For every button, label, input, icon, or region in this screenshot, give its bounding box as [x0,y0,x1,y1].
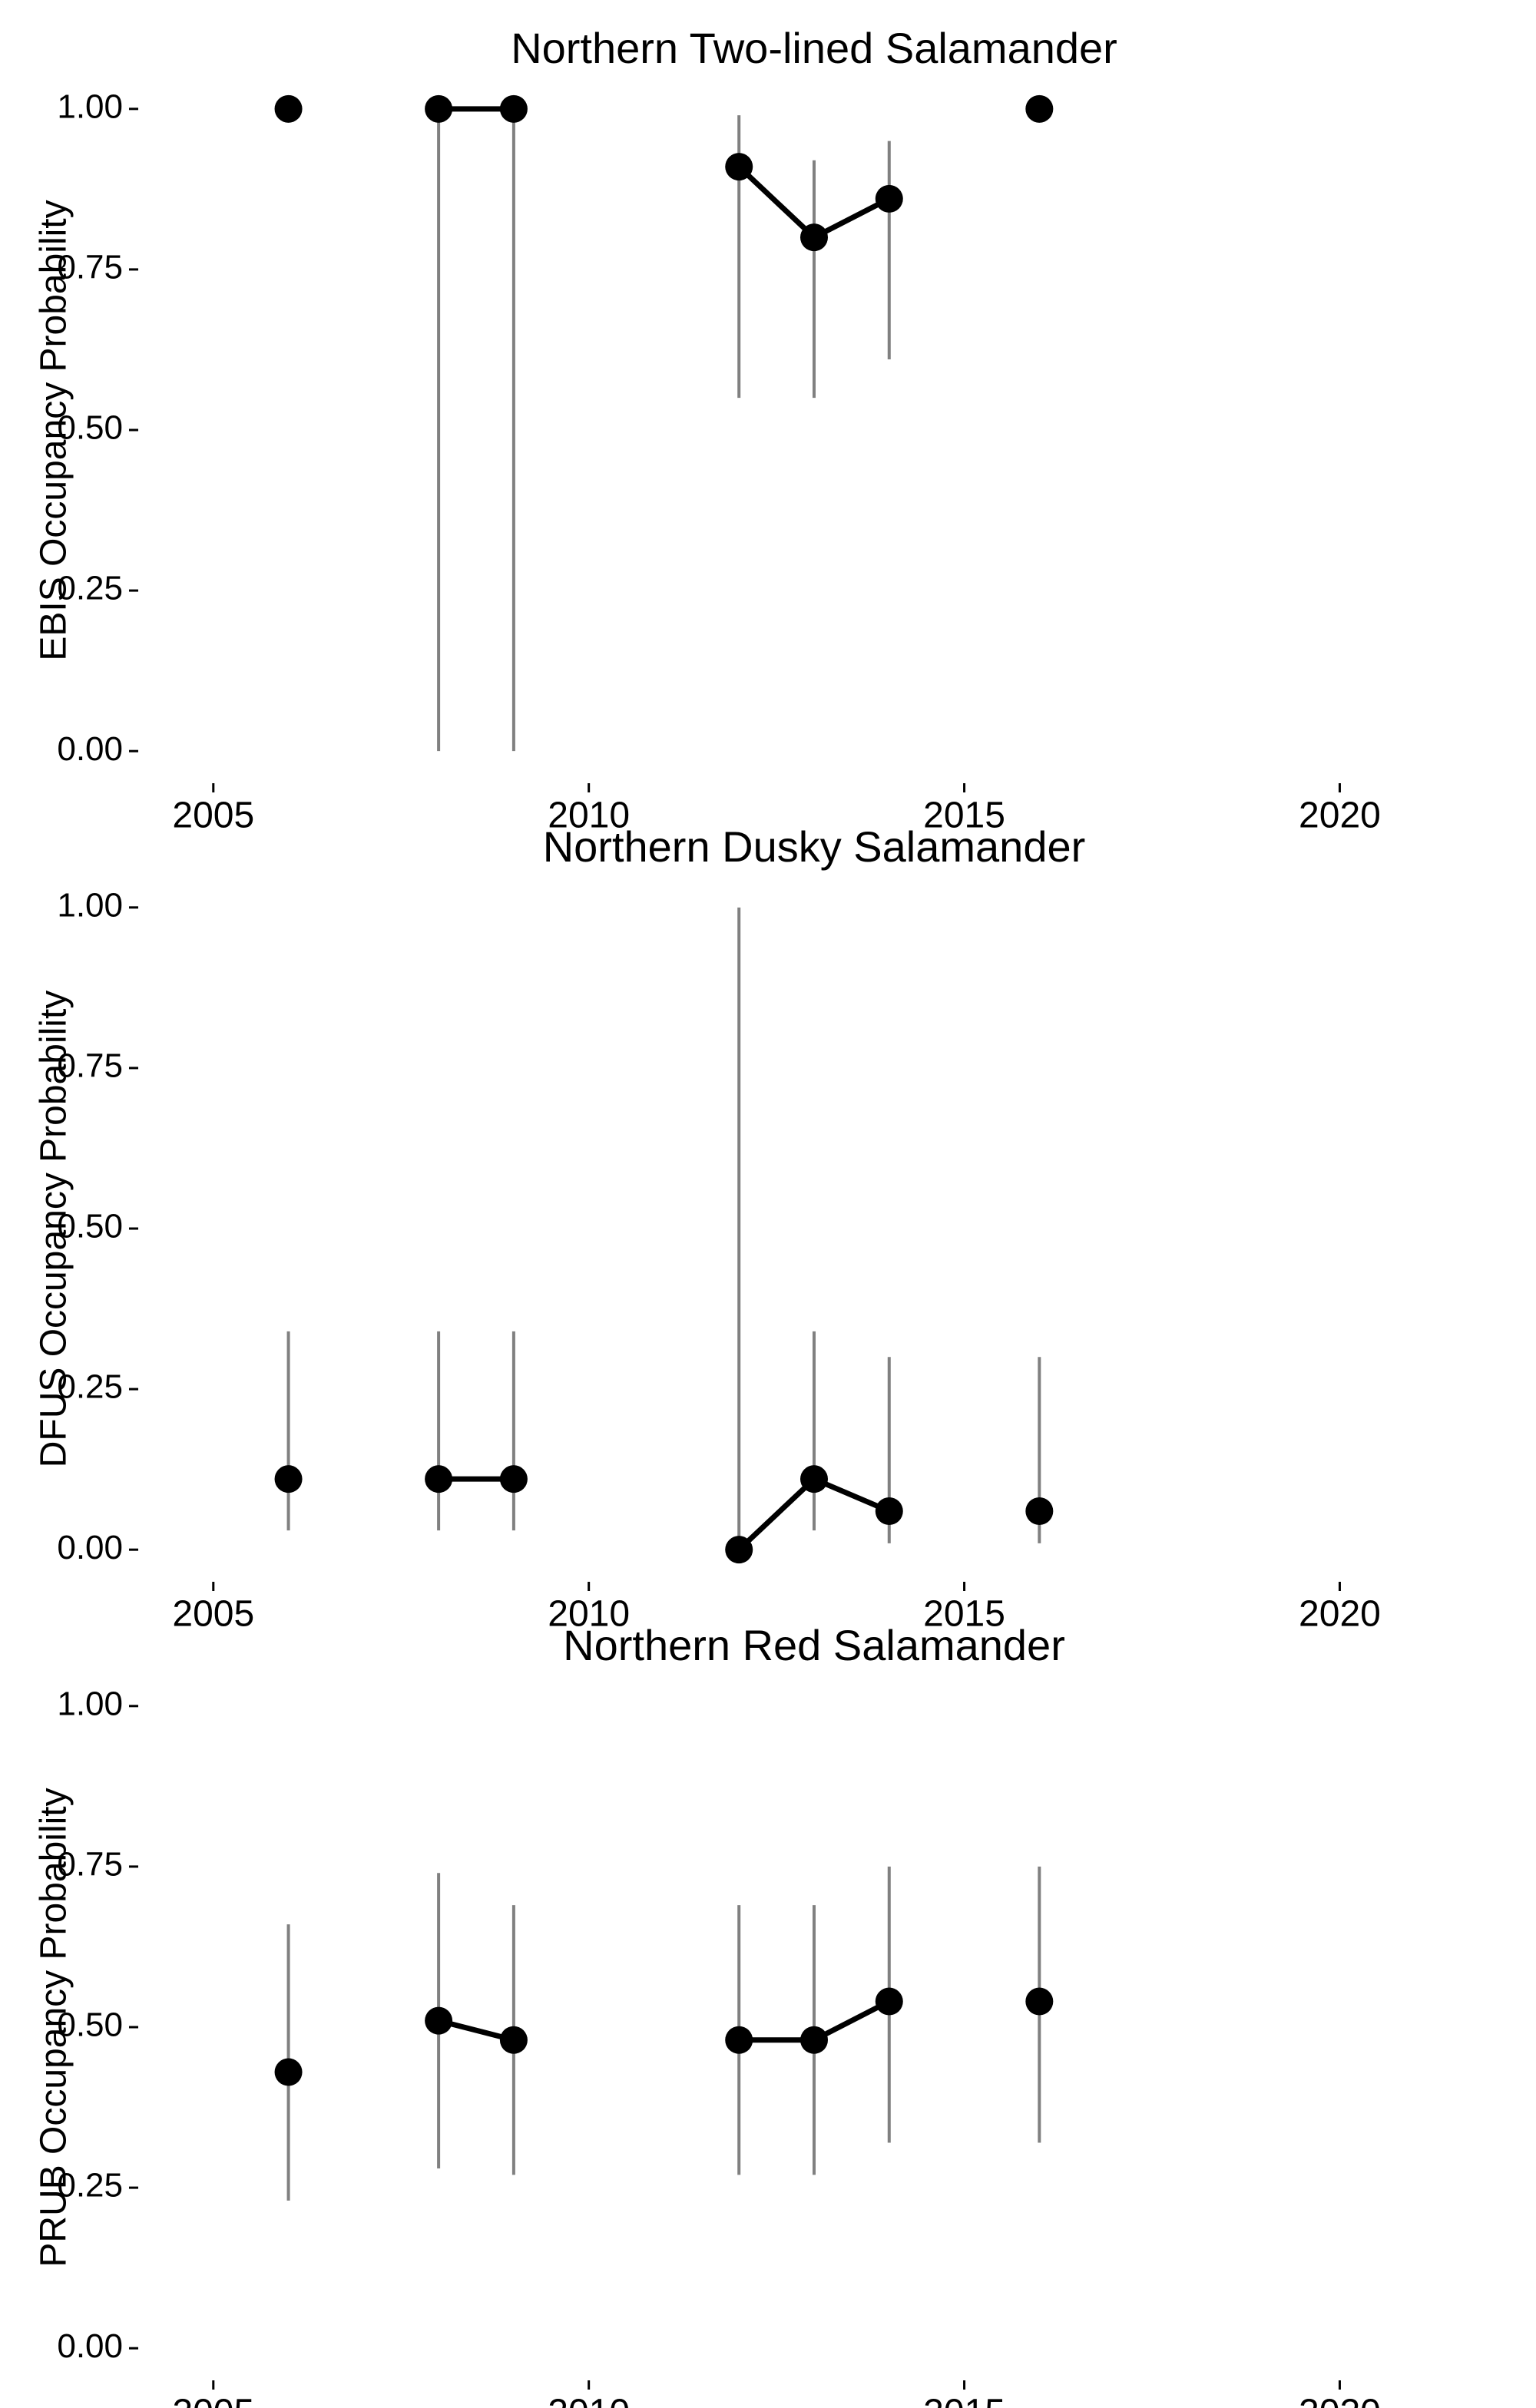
panel-2: Northern Red SalamanderPRUB Occupancy Pr… [138,1674,1490,2380]
y-tick-label: 0.50 [57,2006,123,2044]
panel-1: Northern Dusky SalamanderDFUS Occupancy … [138,875,1490,1582]
y-tick-label: 0.25 [57,2167,123,2205]
y-tick-label: 0.00 [57,2327,123,2365]
panel-0: Northern Two-lined SalamanderEBIS Occupa… [138,77,1490,783]
y-tick-label: 0.75 [57,1047,123,1085]
y-tick-label: 0.00 [57,1529,123,1566]
data-point [1025,1988,1053,2016]
panel-title: Northern Red Salamander [138,1620,1490,1670]
data-point [275,2059,303,2086]
data-point [1025,1497,1053,1525]
data-point [800,2026,828,2054]
data-point [876,1497,903,1525]
data-point [500,2026,528,2054]
figure-container: Northern Two-lined SalamanderEBIS Occupa… [0,0,1536,2408]
y-tick-label: 0.75 [57,1846,123,1884]
data-point [500,95,528,123]
plot-svg: 0.000.250.500.751.002005201020152020 [138,77,1490,783]
panel-title: Northern Two-lined Salamander [138,23,1490,73]
plot-svg: 0.000.250.500.751.002005201020152020 [138,1674,1490,2380]
data-point [725,2026,753,2054]
data-point [800,223,828,251]
panel-title: Northern Dusky Salamander [138,822,1490,872]
data-point [800,1465,828,1493]
data-point [876,1988,903,2016]
data-point [425,95,452,123]
y-tick-label: 0.25 [57,1368,123,1406]
data-point [425,2007,452,2035]
data-point [725,153,753,180]
data-point [275,1465,303,1493]
y-tick-label: 0.75 [57,249,123,286]
data-point [876,185,903,213]
y-tick-label: 0.25 [57,570,123,607]
y-tick-label: 1.00 [57,88,123,125]
data-point [275,95,303,123]
y-tick-label: 1.00 [57,886,123,924]
y-tick-label: 0.50 [57,409,123,447]
data-point [425,1465,452,1493]
data-point [1025,95,1053,123]
data-point [500,1465,528,1493]
y-tick-label: 0.50 [57,1208,123,1245]
x-tick-label: 2010 [548,2393,630,2408]
plot-svg: 0.000.250.500.751.002005201020152020 [138,875,1490,1582]
x-tick-label: 2005 [172,2393,254,2408]
x-tick-label: 2020 [1299,2393,1381,2408]
x-tick-label: 2015 [923,2393,1005,2408]
y-tick-label: 0.00 [57,730,123,768]
y-tick-label: 1.00 [57,1685,123,1722]
data-point [725,1536,753,1563]
